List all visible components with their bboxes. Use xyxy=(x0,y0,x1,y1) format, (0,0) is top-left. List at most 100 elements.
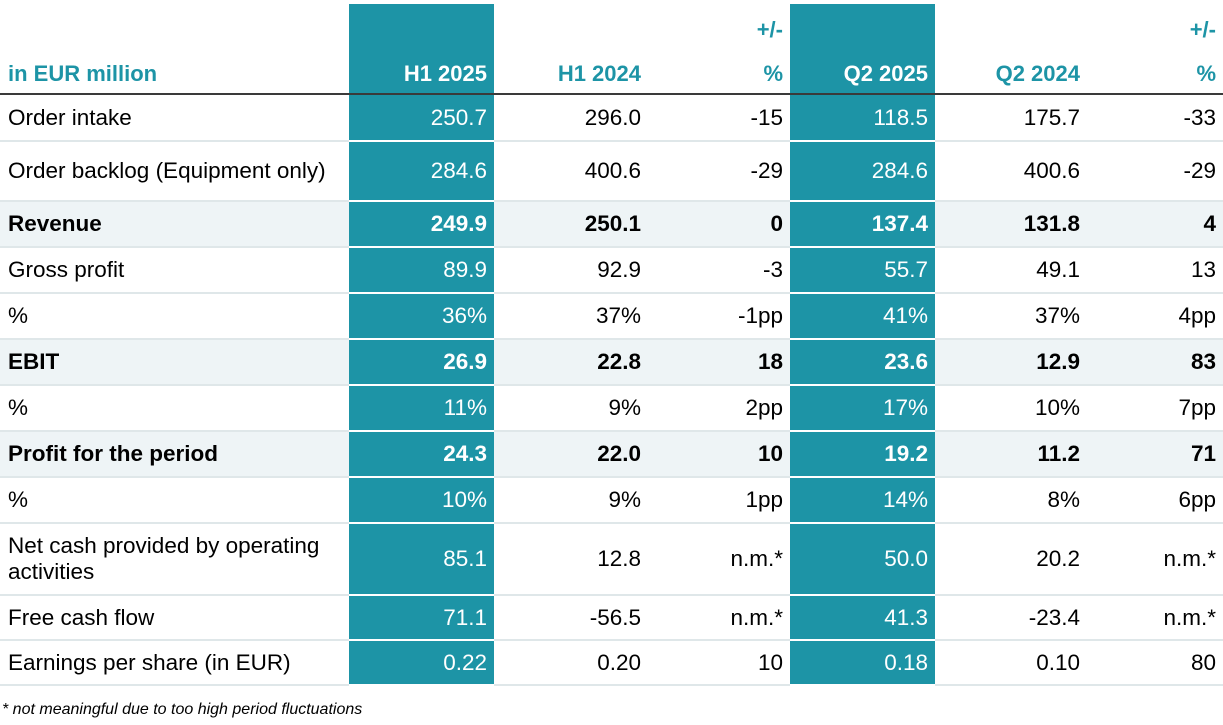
row-label: Order intake xyxy=(0,94,349,142)
unit-label: in EUR million xyxy=(0,4,349,95)
cell-q2-2025: 23.6 xyxy=(790,339,935,386)
cell-h1-2024: 400.6 xyxy=(494,141,648,202)
cell-h1-2025: 0.22 xyxy=(349,640,494,686)
cell-q2-2025: 17% xyxy=(790,385,935,432)
row-label: Order backlog (Equipment only) xyxy=(0,141,349,202)
col-header-q2-change-top: +/- xyxy=(1189,17,1216,42)
cell-q2-2024: 0.10 xyxy=(935,640,1087,686)
cell-h1-2024: 37% xyxy=(494,293,648,340)
cell-h1-change: -1pp xyxy=(648,293,790,340)
cell-q2-2025: 41% xyxy=(790,293,935,340)
cell-q2-2024: 49.1 xyxy=(935,247,1087,294)
cell-q2-2024: 400.6 xyxy=(935,141,1087,202)
cell-h1-2025: 249.9 xyxy=(349,201,494,248)
cell-q2-2024: 11.2 xyxy=(935,431,1087,478)
cell-h1-2025: 10% xyxy=(349,477,494,524)
cell-h1-2024: 12.8 xyxy=(494,523,648,596)
cell-q2-2024: 20.2 xyxy=(935,523,1087,596)
cell-q2-change: 80 xyxy=(1087,640,1223,686)
cell-q2-2024: -23.4 xyxy=(935,595,1087,641)
cell-q2-2025: 19.2 xyxy=(790,431,935,478)
cell-h1-2024: 92.9 xyxy=(494,247,648,294)
cell-q2-2025: 41.3 xyxy=(790,595,935,641)
table-row-bold: Profit for the period 24.3 22.0 10 19.2 … xyxy=(0,431,1223,478)
cell-q2-2025: 14% xyxy=(790,477,935,524)
cell-h1-2024: 9% xyxy=(494,385,648,432)
header-row: in EUR million H1 2025 H1 2024 +/-% Q2 2… xyxy=(0,4,1223,95)
cell-q2-change: n.m.* xyxy=(1087,595,1223,641)
cell-q2-change: 71 xyxy=(1087,431,1223,478)
cell-h1-2025: 36% xyxy=(349,293,494,340)
row-label: EBIT xyxy=(0,339,349,386)
cell-h1-change: -15 xyxy=(648,94,790,142)
cell-h1-2025: 11% xyxy=(349,385,494,432)
cell-h1-change: n.m.* xyxy=(648,523,790,596)
cell-q2-2024: 131.8 xyxy=(935,201,1087,248)
col-header-q2-change: +/-% xyxy=(1087,4,1223,95)
cell-q2-2024: 12.9 xyxy=(935,339,1087,386)
cell-h1-2024: -56.5 xyxy=(494,595,648,641)
cell-q2-change: 6pp xyxy=(1087,477,1223,524)
cell-h1-2024: 250.1 xyxy=(494,201,648,248)
cell-q2-2025: 55.7 xyxy=(790,247,935,294)
row-label: % xyxy=(0,385,349,432)
cell-h1-2025: 85.1 xyxy=(349,523,494,596)
row-label: % xyxy=(0,477,349,524)
cell-h1-2024: 296.0 xyxy=(494,94,648,142)
col-header-q2-2024: Q2 2024 xyxy=(935,4,1087,95)
table-row-bold: Revenue 249.9 250.1 0 137.4 131.8 4 xyxy=(0,201,1223,248)
table-row: Free cash flow 71.1 -56.5 n.m.* 41.3 -23… xyxy=(0,595,1223,641)
cell-q2-2025: 118.5 xyxy=(790,94,935,142)
col-header-q2-change-bottom: % xyxy=(1196,60,1216,86)
cell-q2-2025: 137.4 xyxy=(790,201,935,248)
table-row: Order intake 250.7 296.0 -15 118.5 175.7… xyxy=(0,94,1223,142)
footnote: * not meaningful due to too high period … xyxy=(2,701,363,718)
cell-h1-change: n.m.* xyxy=(648,595,790,641)
col-header-h1-change-top: +/- xyxy=(756,17,783,42)
row-label: Earnings per share (in EUR) xyxy=(0,640,349,686)
row-label: Free cash flow xyxy=(0,595,349,641)
row-label: % xyxy=(0,293,349,340)
key-figures-table: in EUR million H1 2025 H1 2024 +/-% Q2 2… xyxy=(0,4,1223,686)
row-label: Gross profit xyxy=(0,247,349,294)
table-row: Net cash provided by operating activitie… xyxy=(0,523,1223,596)
cell-q2-change: -33 xyxy=(1087,94,1223,142)
cell-h1-2025: 24.3 xyxy=(349,431,494,478)
cell-h1-2025: 26.9 xyxy=(349,339,494,386)
cell-q2-change: 83 xyxy=(1087,339,1223,386)
cell-q2-change: 4pp xyxy=(1087,293,1223,340)
cell-q2-change: -29 xyxy=(1087,141,1223,202)
row-label: Net cash provided by operating activitie… xyxy=(0,523,349,596)
cell-h1-change: 2pp xyxy=(648,385,790,432)
cell-h1-change: 10 xyxy=(648,431,790,478)
table-row-bold: EBIT 26.9 22.8 18 23.6 12.9 83 xyxy=(0,339,1223,386)
cell-h1-change: -29 xyxy=(648,141,790,202)
col-header-h1-2025: H1 2025 xyxy=(349,4,494,95)
cell-h1-2024: 9% xyxy=(494,477,648,524)
cell-q2-change: 13 xyxy=(1087,247,1223,294)
cell-h1-change: 1pp xyxy=(648,477,790,524)
cell-h1-2024: 22.0 xyxy=(494,431,648,478)
cell-q2-2024: 10% xyxy=(935,385,1087,432)
col-header-h1-change-bottom: % xyxy=(763,60,783,86)
cell-h1-change: 18 xyxy=(648,339,790,386)
row-label: Revenue xyxy=(0,201,349,248)
cell-q2-2025: 0.18 xyxy=(790,640,935,686)
table-row: Gross profit 89.9 92.9 -3 55.7 49.1 13 xyxy=(0,247,1223,294)
cell-h1-change: 0 xyxy=(648,201,790,248)
table-row: % 36% 37% -1pp 41% 37% 4pp xyxy=(0,293,1223,340)
cell-h1-2025: 284.6 xyxy=(349,141,494,202)
cell-q2-2024: 175.7 xyxy=(935,94,1087,142)
cell-q2-2025: 50.0 xyxy=(790,523,935,596)
cell-h1-2025: 250.7 xyxy=(349,94,494,142)
cell-q2-change: n.m.* xyxy=(1087,523,1223,596)
cell-q2-change: 7pp xyxy=(1087,385,1223,432)
cell-h1-change: -3 xyxy=(648,247,790,294)
table-row: % 11% 9% 2pp 17% 10% 7pp xyxy=(0,385,1223,432)
cell-q2-2024: 8% xyxy=(935,477,1087,524)
cell-h1-2025: 71.1 xyxy=(349,595,494,641)
table-row: Order backlog (Equipment only) 284.6 400… xyxy=(0,141,1223,202)
cell-h1-change: 10 xyxy=(648,640,790,686)
cell-q2-2025: 284.6 xyxy=(790,141,935,202)
